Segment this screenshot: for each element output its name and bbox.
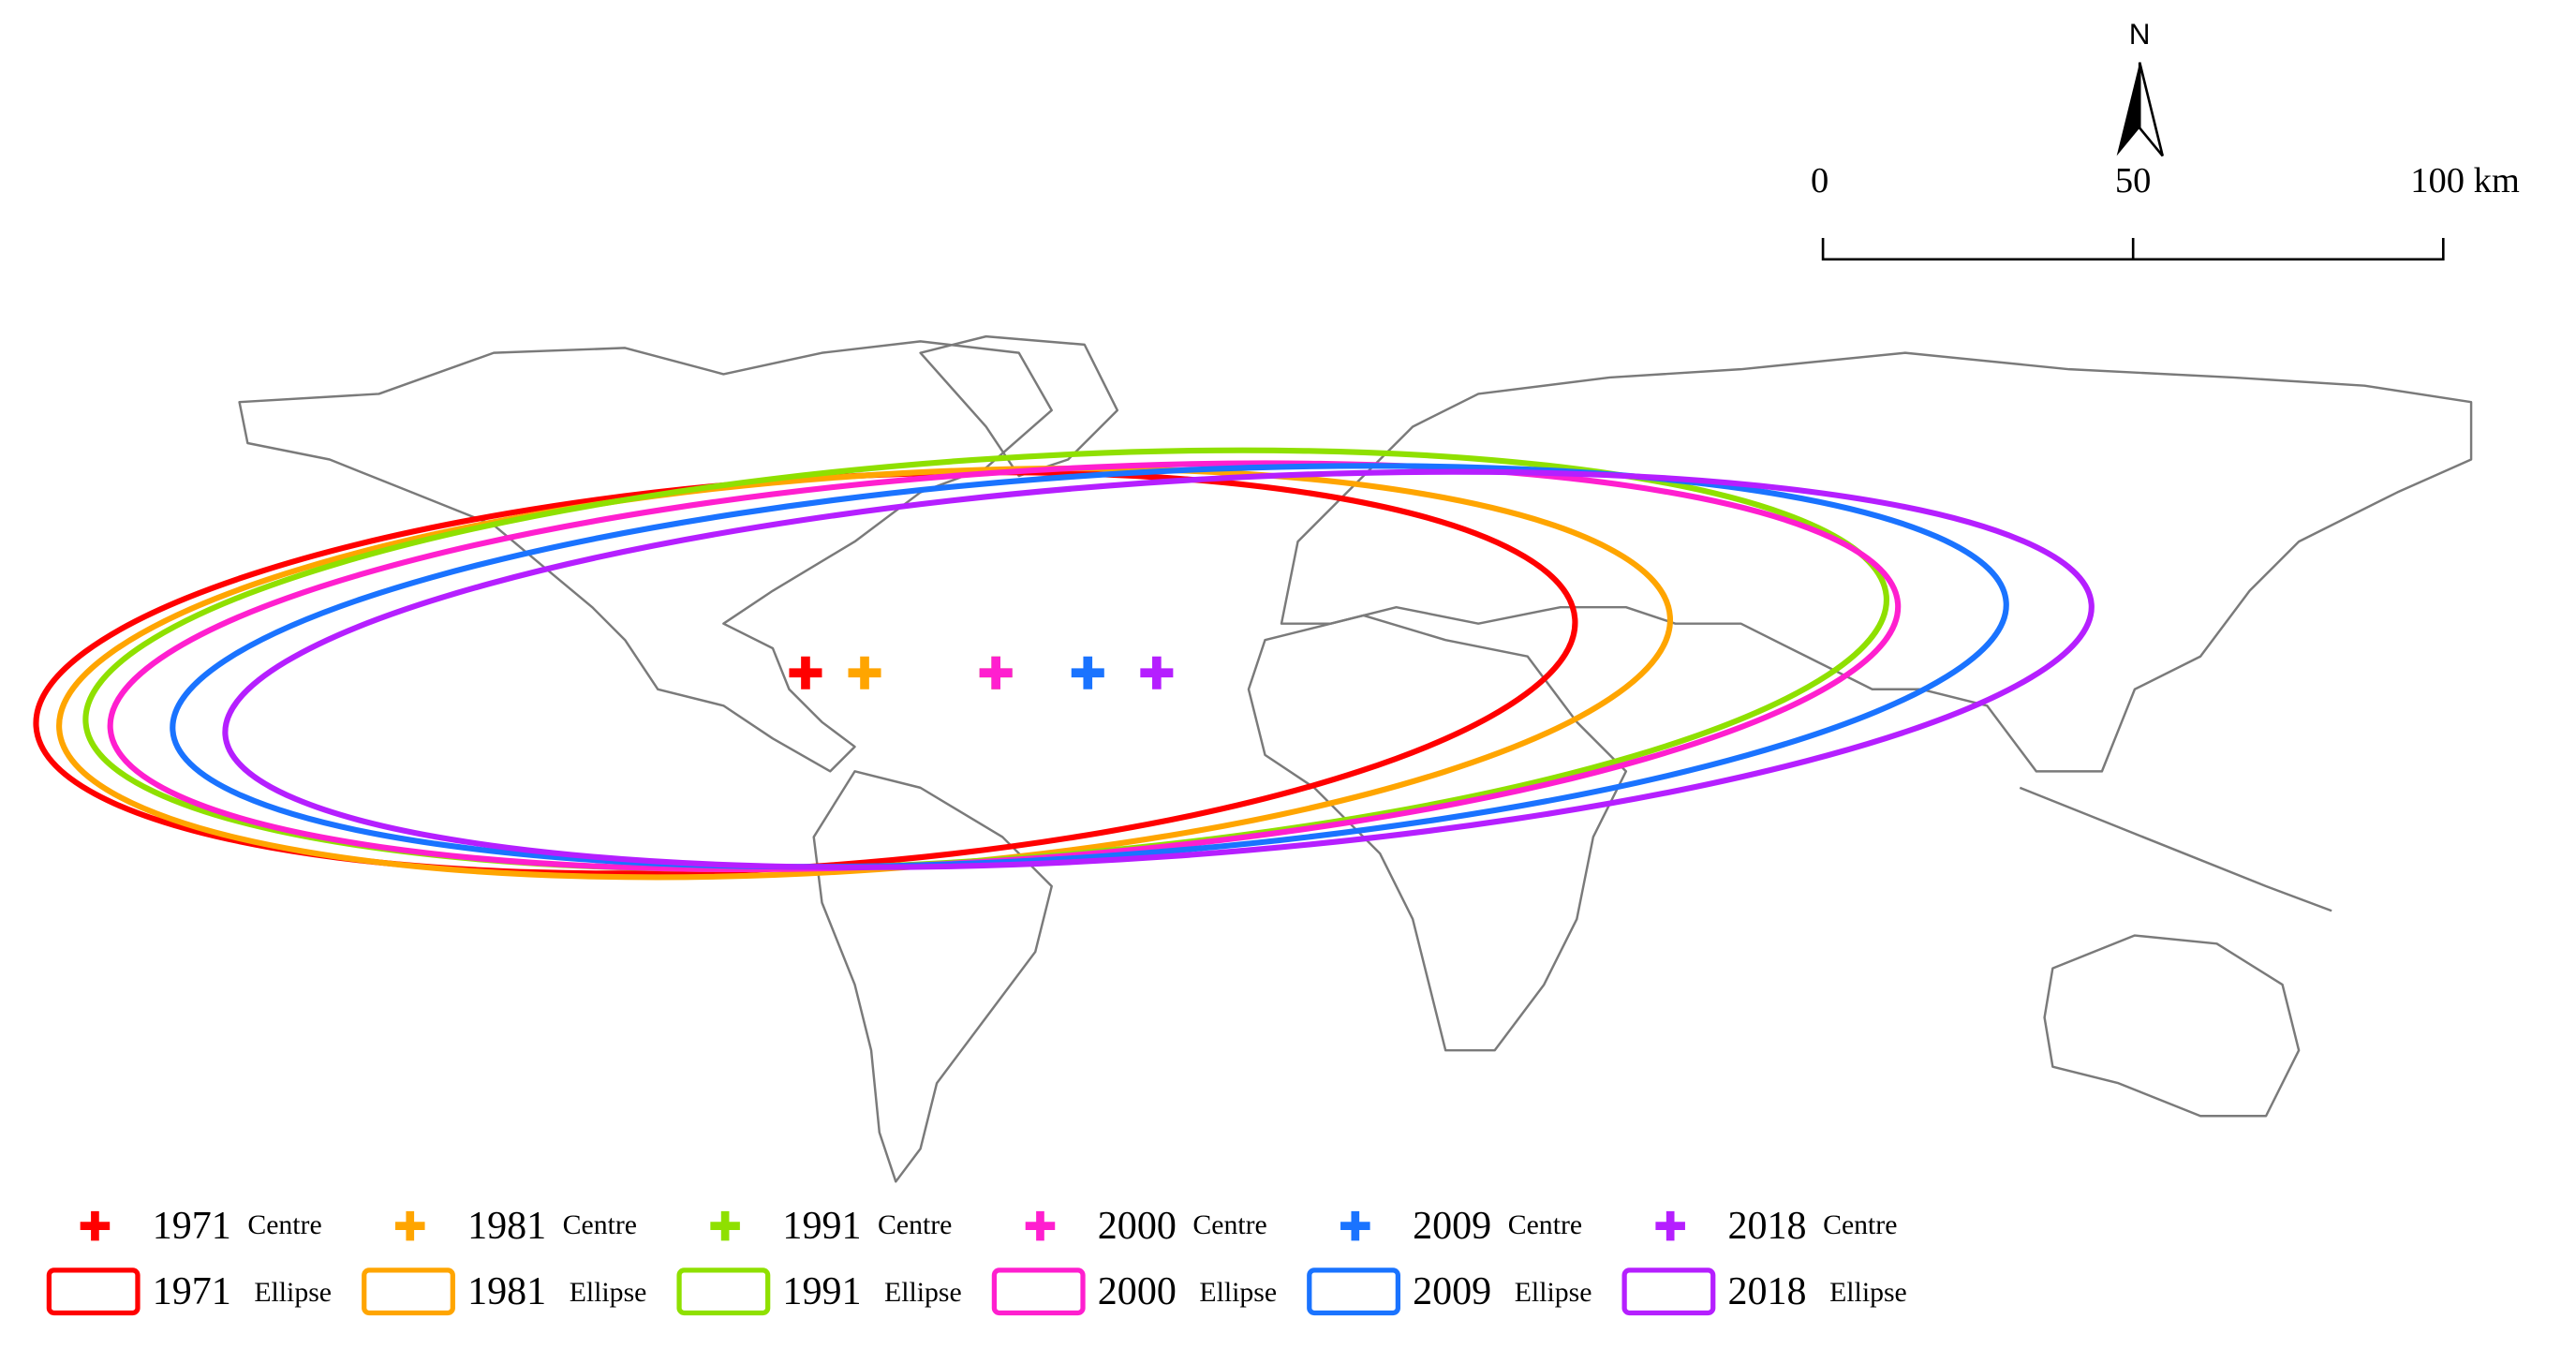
legend-centre-label: Centre [1823, 1209, 1897, 1240]
centre-cross [1140, 656, 1174, 689]
world-outline [238, 334, 2473, 1183]
centre-cross [1340, 1210, 1370, 1241]
centre-cross [979, 656, 1013, 689]
north-arrow: N [2116, 17, 2164, 157]
legend-year: 1991 [782, 1270, 861, 1313]
legend-centre-label: Centre [563, 1209, 637, 1240]
centre-cross [789, 656, 822, 689]
legend-ellipse-swatch [362, 1267, 455, 1316]
centre-cross [710, 1210, 740, 1241]
legend-ellipse-swatch [1621, 1267, 1716, 1316]
legend-ellipse-label: Ellipse [254, 1277, 332, 1308]
legend-year: 2018 [1727, 1205, 1806, 1248]
legend-year: 1981 [467, 1270, 546, 1313]
legend-ellipse-swatch [991, 1267, 1086, 1316]
legend-ellipse-swatch [676, 1267, 771, 1316]
legend-ellipse-label: Ellipse [1829, 1277, 1907, 1308]
scale-line [1821, 238, 2445, 261]
legend-year: 1981 [467, 1205, 546, 1248]
centre-cross [1071, 656, 1104, 689]
legend-year: 2018 [1727, 1270, 1806, 1313]
legend-centre-label: Centre [247, 1209, 321, 1240]
legend-year: 1991 [782, 1205, 861, 1248]
legend-ellipse-label: Ellipse [884, 1277, 962, 1308]
legend-ellipse-label: Ellipse [570, 1277, 647, 1308]
legend-year: 2000 [1098, 1270, 1177, 1313]
centre-cross [1655, 1210, 1685, 1241]
legend-year: 2009 [1413, 1205, 1491, 1248]
centre-cross [848, 656, 881, 689]
scale-label: 50 [2115, 161, 2152, 200]
standard-ellipse [222, 468, 2095, 870]
centres [789, 656, 1174, 689]
legend-ellipse-label: Ellipse [1515, 1277, 1592, 1308]
legend-centre-label: Centre [1192, 1209, 1266, 1240]
legend-ellipse-label: Ellipse [1199, 1277, 1277, 1308]
centre-cross [1025, 1210, 1056, 1241]
arrow-half [2116, 62, 2140, 156]
scale-label: 0 [1811, 161, 1828, 200]
ellipses [33, 447, 2095, 881]
scale-bar: 0 50 100 km [1811, 161, 2520, 261]
centre-cross [80, 1210, 111, 1241]
legend-centre-label: Centre [878, 1209, 952, 1240]
scale-label: 100 km [2410, 161, 2520, 200]
legend-year: 1971 [153, 1270, 231, 1313]
legend-centre-label: Centre [1508, 1209, 1582, 1240]
centre-cross [395, 1210, 425, 1241]
legend-year: 2009 [1413, 1270, 1491, 1313]
legend-year: 1971 [153, 1205, 231, 1248]
north-label: N [2129, 17, 2151, 51]
legend: 1971 Centre 1971 Ellipse 1981 Centre 1981 Ellip… [46, 1205, 1907, 1316]
legend-ellipse-swatch [46, 1267, 141, 1316]
legend-year: 2000 [1098, 1205, 1177, 1248]
arrow-half [2138, 62, 2164, 157]
standard-ellipse [170, 463, 2009, 870]
legend-ellipse-swatch [1307, 1267, 1401, 1316]
